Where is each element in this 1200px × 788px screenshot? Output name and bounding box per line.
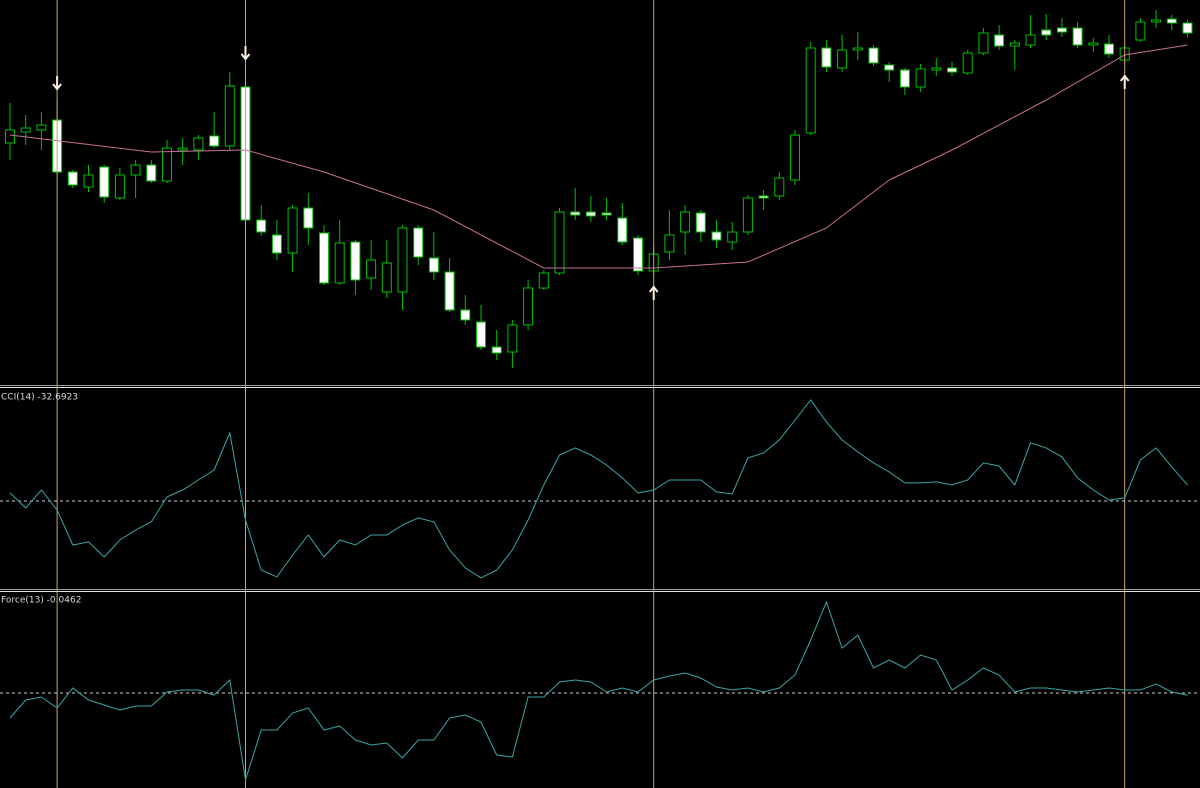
candle-body — [507, 324, 518, 353]
candle-body — [727, 231, 738, 243]
candle-body — [1182, 22, 1193, 34]
candle-body — [476, 321, 486, 348]
candle-body — [209, 135, 220, 147]
candle-body — [1041, 29, 1052, 36]
candle-body — [491, 346, 502, 354]
candle-body — [774, 177, 785, 197]
signal-arrow — [648, 285, 659, 300]
candle-body — [193, 137, 204, 151]
candle-body — [20, 127, 31, 133]
indicator-title: Force(13) -0.0462 — [1, 596, 81, 606]
candle-body — [805, 47, 816, 134]
candle-body — [256, 219, 267, 233]
candle-body — [99, 166, 110, 198]
candle-body — [271, 234, 282, 254]
candle-body — [1088, 42, 1099, 46]
candle-body — [1025, 34, 1036, 46]
candle-body — [680, 211, 691, 233]
candle-body — [381, 262, 392, 293]
candle-body — [601, 212, 612, 216]
candle-body — [758, 195, 769, 199]
candle-body — [695, 212, 706, 233]
candle-body — [146, 164, 157, 182]
indicator-title: CCI(14) -32.6923 — [1, 393, 78, 403]
candle-body — [899, 69, 910, 88]
candle-body — [570, 211, 581, 216]
candle-body — [224, 85, 235, 147]
candle-body — [83, 174, 94, 188]
candle-body — [1104, 43, 1114, 55]
candle-body — [884, 64, 895, 71]
candle-body — [554, 211, 565, 274]
signal-arrow — [52, 76, 62, 91]
candle-body — [837, 49, 848, 69]
indicator-line — [9, 399, 1188, 579]
candle-body — [350, 241, 361, 281]
candle-body — [1009, 42, 1020, 47]
candle-body — [460, 309, 471, 321]
signal-arrow — [240, 46, 251, 61]
candle-body — [523, 287, 534, 326]
candle-body — [633, 237, 643, 272]
candle-body — [1135, 21, 1146, 41]
candle-body — [931, 67, 942, 71]
candle-body — [114, 174, 125, 199]
candle-body — [821, 47, 832, 68]
candle-body — [397, 227, 408, 293]
candle-body — [162, 147, 172, 182]
candle-body — [852, 47, 863, 51]
candle-body — [287, 207, 298, 254]
candle-body — [428, 257, 439, 273]
candle-body — [413, 227, 424, 258]
candle-body — [711, 231, 722, 241]
signal-arrow — [1119, 74, 1130, 89]
candle-body — [978, 32, 989, 54]
candle-body — [334, 242, 345, 284]
candle-body — [67, 171, 78, 186]
candle-body — [5, 129, 15, 144]
candle-body — [742, 197, 753, 233]
candle-body — [319, 232, 329, 284]
moving-average — [9, 44, 1188, 269]
candle-body — [947, 67, 957, 73]
candle-body — [303, 207, 314, 229]
candle-body — [915, 68, 926, 88]
candle-body — [585, 211, 596, 217]
candle-body — [130, 164, 141, 176]
candle-body — [1151, 19, 1162, 23]
candle-body — [538, 272, 549, 289]
candle-body — [868, 47, 879, 64]
candle-body — [664, 234, 675, 253]
candle-body — [1056, 27, 1067, 33]
candle-body — [1166, 18, 1177, 24]
candle-body — [444, 271, 455, 311]
candle-body — [962, 52, 973, 74]
candle-body — [177, 147, 188, 151]
candle-body — [617, 217, 628, 243]
candle-body — [366, 259, 377, 279]
candle-body — [1072, 27, 1083, 46]
candle-body — [994, 34, 1005, 47]
candle-body — [790, 134, 800, 181]
indicator-line — [9, 600, 1188, 781]
candle-body — [36, 124, 47, 131]
